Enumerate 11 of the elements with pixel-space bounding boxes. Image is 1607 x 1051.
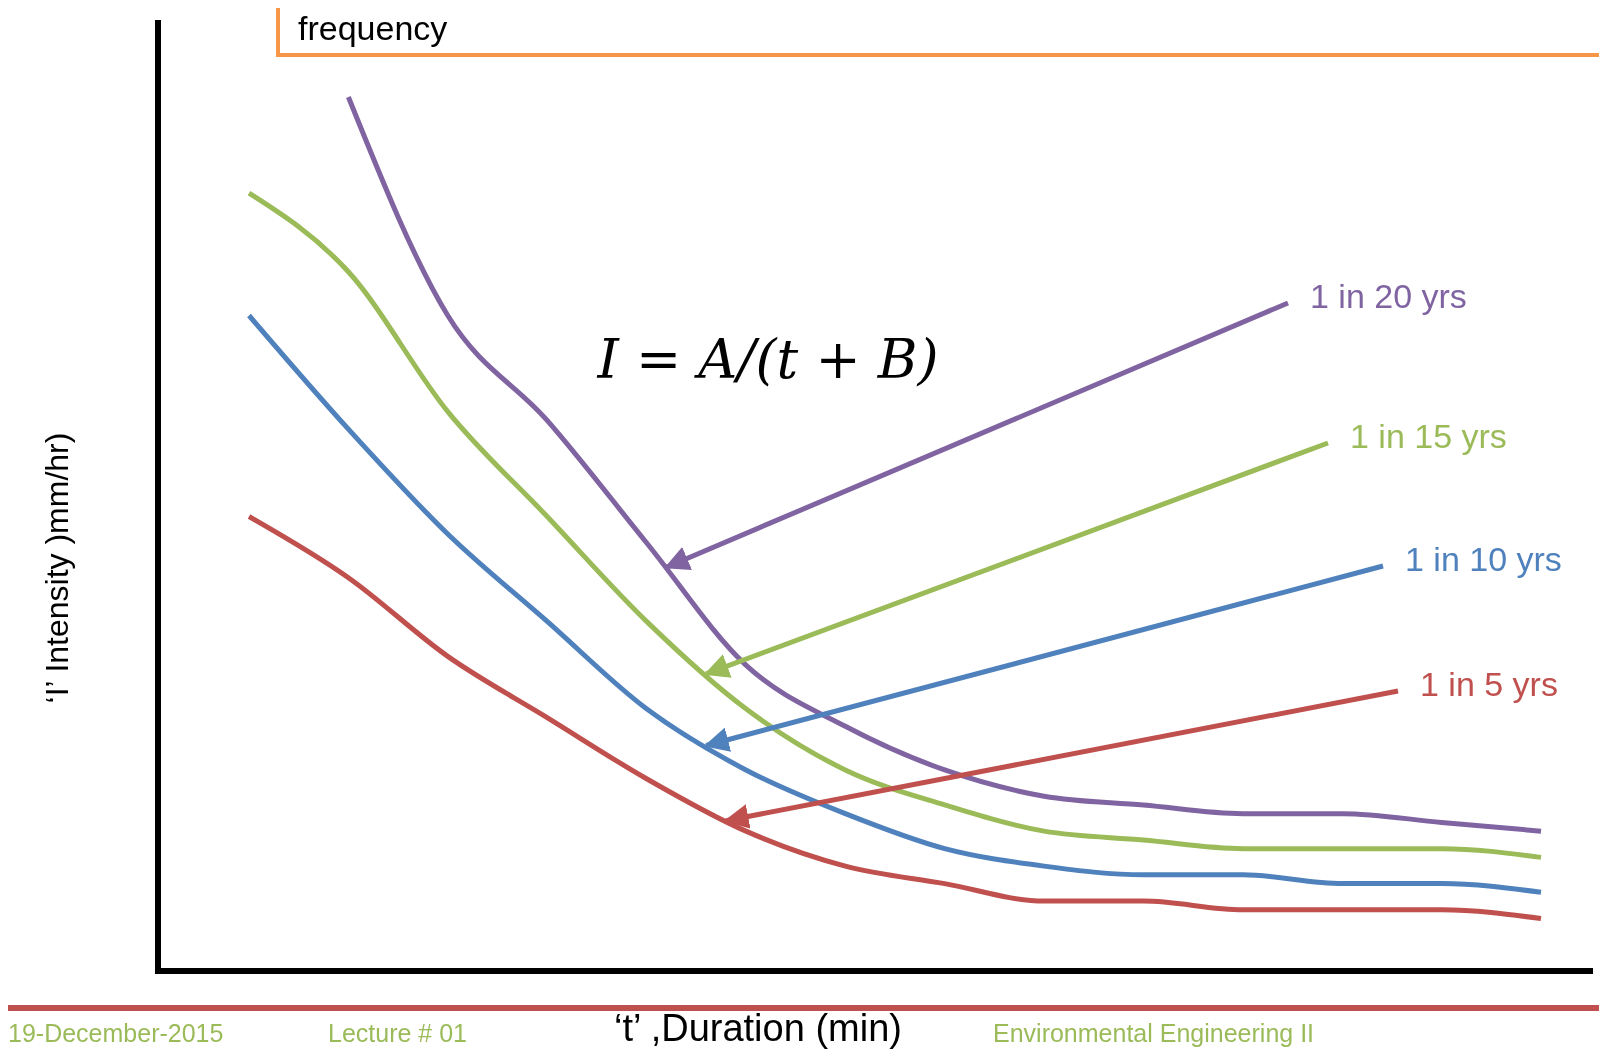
chart-title: frequency	[298, 9, 448, 47]
text: Lecture # 01	[328, 1019, 467, 1047]
y-axis-title: ‘I’ Intensity )mm/hr)	[39, 432, 75, 704]
text: 19-December-2015	[8, 1019, 224, 1047]
annotation: I = A/(t + B)	[596, 328, 939, 391]
text: 1 in 20 yrs	[1310, 277, 1467, 315]
text: 1 in 15 yrs	[1350, 417, 1507, 455]
text: 1 in 5 yrs	[1420, 665, 1558, 703]
x-axis-title: ‘t’ ,Duration (min)	[614, 1007, 902, 1049]
text: 1 in 10 yrs	[1405, 540, 1562, 578]
text: Environmental Engineering II	[993, 1019, 1315, 1047]
